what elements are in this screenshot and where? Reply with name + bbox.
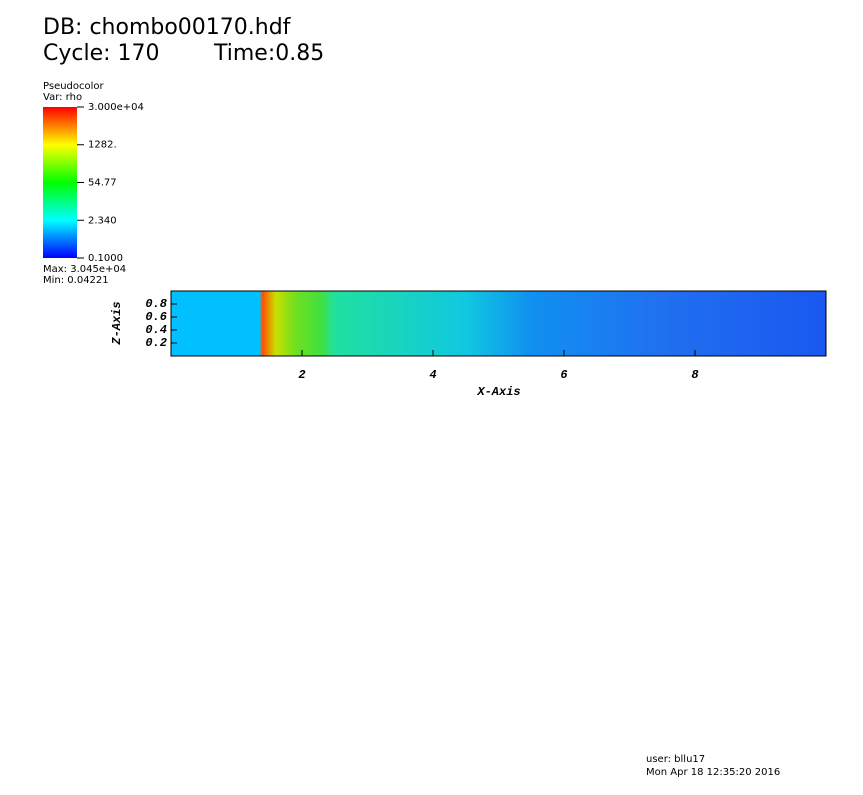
legend-min: Min: 0.04221 [43, 275, 109, 286]
cycle: Cycle: 170 [43, 41, 160, 66]
legend-max: Max: 3.045e+04 [43, 264, 126, 275]
y-axis-label: Z-Axis [110, 301, 124, 345]
colorbar-tick-label: 1282. [88, 140, 117, 151]
time: Time:0.85 [213, 41, 324, 66]
x-tick-label: 8 [691, 368, 698, 382]
colorbar-tick-label: 54.77 [88, 178, 117, 189]
x-tick-label: 6 [560, 368, 567, 382]
x-tick-label: 4 [429, 368, 436, 382]
x-tick-label: 2 [298, 368, 305, 382]
colorbar-tick-label: 3.000e+04 [88, 102, 144, 113]
plot-frame [170, 290, 827, 357]
x-axis-label: X-Axis [476, 385, 520, 399]
y-tick-label: 0.4 [145, 323, 167, 337]
y-tick-label: 0.6 [145, 310, 167, 324]
colorbar-tick-label: 2.340 [88, 215, 117, 226]
colorbar-tick-label: 0.1000 [88, 253, 123, 264]
colorbar [43, 107, 77, 258]
user: user: bllu17 [646, 754, 705, 765]
field-image [171, 291, 826, 356]
legend-variable: Var: rho [43, 92, 82, 103]
date: Mon Apr 18 12:35:20 2016 [646, 767, 780, 778]
y-tick-label: 0.2 [145, 336, 167, 350]
y-tick-label: 0.8 [145, 297, 167, 311]
legend-plot: Pseudocolor [43, 81, 105, 92]
title: DB: chombo00170.hdf [43, 15, 292, 40]
